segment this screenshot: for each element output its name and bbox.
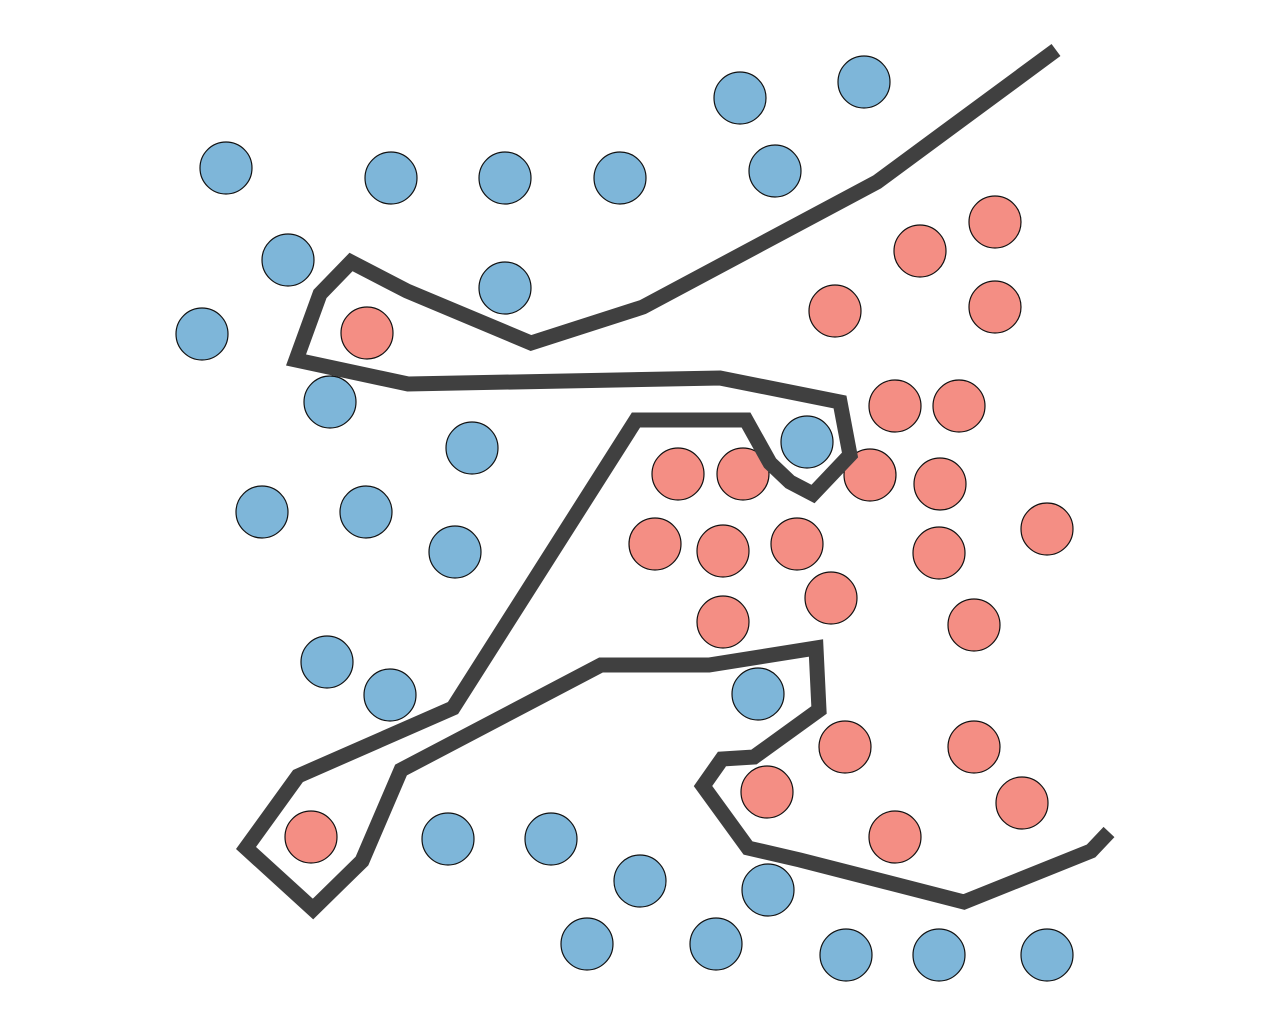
red-point [285, 811, 337, 863]
red-point [933, 380, 985, 432]
blue-point [236, 486, 288, 538]
red-point [969, 281, 1021, 333]
red-point [809, 285, 861, 337]
red-point [697, 525, 749, 577]
blue-point [479, 262, 531, 314]
red-point [1021, 503, 1073, 555]
blue-point [301, 636, 353, 688]
blue-point [525, 813, 577, 865]
blue-point [614, 855, 666, 907]
red-point [819, 721, 871, 773]
blue-point [838, 56, 890, 108]
red-point [652, 448, 704, 500]
blue-point [749, 145, 801, 197]
blue-point [732, 668, 784, 720]
blue-point [742, 864, 794, 916]
blue-point [690, 918, 742, 970]
red-point [629, 518, 681, 570]
red-point [948, 599, 1000, 651]
red-point [341, 307, 393, 359]
blue-point [594, 152, 646, 204]
points-layer [176, 56, 1073, 981]
blue-point [304, 376, 356, 428]
red-point [969, 196, 1021, 248]
blue-point [262, 234, 314, 286]
red-point [805, 572, 857, 624]
red-point [869, 380, 921, 432]
blue-point [176, 308, 228, 360]
blue-point [365, 152, 417, 204]
blue-point [714, 72, 766, 124]
red-point [914, 458, 966, 510]
blue-point [364, 669, 416, 721]
blue-point [446, 422, 498, 474]
blue-point [340, 486, 392, 538]
red-point [913, 527, 965, 579]
red-point [894, 225, 946, 277]
blue-point [781, 416, 833, 468]
blue-point [479, 152, 531, 204]
red-point [697, 596, 749, 648]
blue-point [1021, 929, 1073, 981]
red-point [869, 811, 921, 863]
red-point [996, 777, 1048, 829]
blue-point [913, 929, 965, 981]
red-point [948, 721, 1000, 773]
red-point [771, 518, 823, 570]
blue-point [422, 813, 474, 865]
blue-point [200, 142, 252, 194]
red-point [741, 766, 793, 818]
blue-point [561, 918, 613, 970]
blue-point [429, 526, 481, 578]
blue-point [820, 929, 872, 981]
